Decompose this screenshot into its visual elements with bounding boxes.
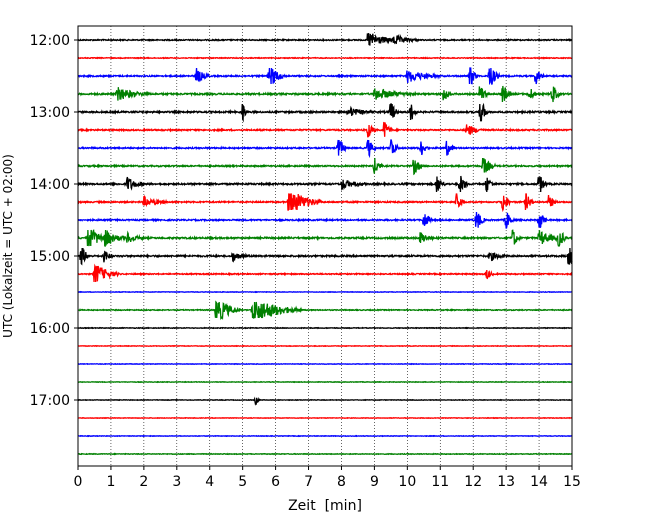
trace-1200 [77, 33, 573, 46]
x-tick-label: 5 [238, 474, 247, 490]
trace-1645 [77, 380, 573, 384]
y-tick-label: 13:00 [30, 105, 70, 121]
x-tick-label: 12 [464, 474, 482, 490]
trace-1630 [77, 362, 573, 366]
x-tick-label: 4 [205, 474, 214, 490]
trace-1445 [77, 228, 573, 247]
y-tick-label: 17:00 [30, 393, 70, 409]
x-tick-label: 10 [398, 474, 416, 490]
x-tick-label: 9 [370, 474, 379, 490]
plot-area [78, 26, 572, 466]
x-tick-label: 2 [139, 474, 148, 490]
y-tick-label: 16:00 [30, 321, 70, 337]
trace-1300 [77, 102, 573, 123]
trace-1215 [77, 56, 573, 60]
trace-1330 [77, 139, 573, 159]
y-tick-label: 12:00 [30, 33, 70, 49]
trace-1615 [77, 344, 573, 348]
trace-1500 [77, 247, 573, 266]
x-axis: 0 1 2 3 4 5 6 7 8 9 10 11 12 13 14 15 [74, 466, 581, 490]
trace-1230 [77, 67, 573, 86]
x-tick-label: 1 [106, 474, 115, 490]
trace-1600 [77, 326, 573, 330]
trace-1730 [77, 434, 573, 438]
x-tick-label: 8 [337, 474, 346, 490]
trace-1530 [77, 290, 573, 294]
trace-1345 [77, 157, 573, 176]
trace-1715 [77, 416, 573, 420]
trace-1515 [77, 263, 573, 283]
x-tick-label: 13 [497, 474, 515, 490]
trace-1745 [77, 452, 573, 456]
x-tick-label: 14 [530, 474, 548, 490]
y-tick-label: 15:00 [30, 249, 70, 265]
trace-1545 [77, 300, 573, 321]
x-axis-label: Zeit [min] [288, 498, 362, 514]
trace-1415 [77, 193, 573, 213]
trace-1400 [77, 175, 573, 193]
trace-1245 [77, 85, 573, 103]
x-tick-label: 0 [74, 474, 83, 490]
x-tick-label: 3 [172, 474, 181, 490]
x-tick-label: 7 [304, 474, 313, 490]
x-tick-label: 15 [563, 474, 581, 490]
y-axis-label: UTC (Lokalzeit = UTC + 02:00) [1, 154, 15, 338]
plot-border [77, 25, 573, 467]
trace-1700 [77, 396, 573, 406]
trace-group [77, 33, 573, 456]
trace-1430 [77, 211, 573, 229]
y-axis: 12:00 13:00 14:00 15:00 16:00 17:00 [30, 33, 78, 409]
x-tick-label: 11 [431, 474, 449, 490]
y-tick-label: 14:00 [30, 177, 70, 193]
trace-1315 [77, 121, 573, 138]
x-tick-label: 6 [271, 474, 280, 490]
grid-lines [110, 26, 540, 466]
